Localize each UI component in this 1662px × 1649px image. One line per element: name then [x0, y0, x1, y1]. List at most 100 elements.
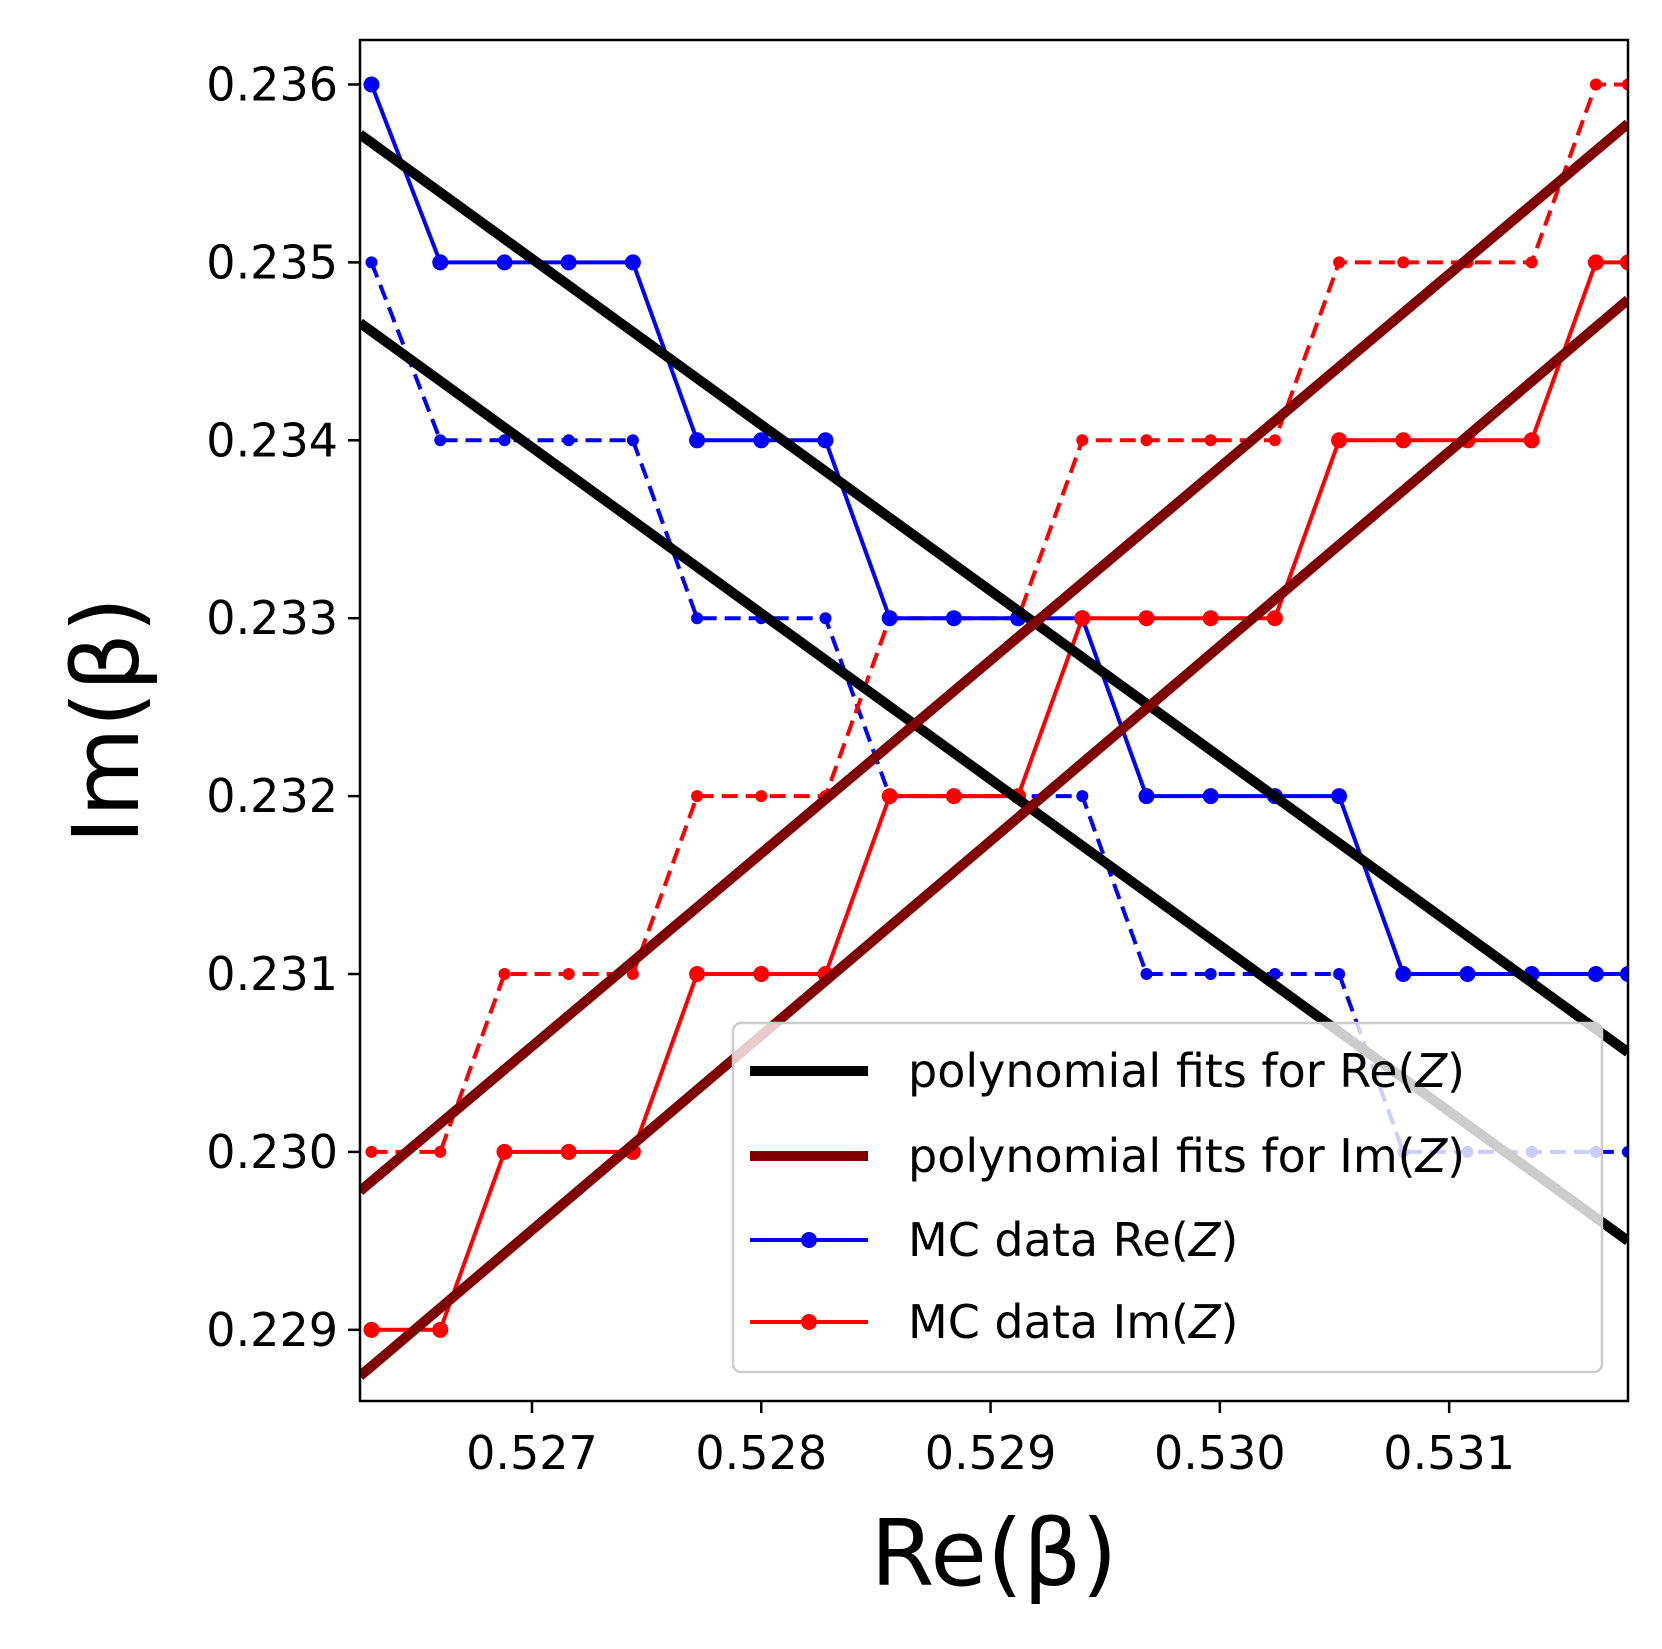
legend-item-polynomial-fits-for-re-z: polynomial fits for Re(Z) — [750, 1044, 1465, 1098]
y-tick-label: 0.230 — [206, 1125, 338, 1179]
data-point — [945, 610, 962, 627]
legend-marker — [801, 1314, 817, 1330]
data-point — [1140, 434, 1153, 447]
data-point — [1076, 790, 1089, 803]
x-tick-label: 0.529 — [925, 1426, 1057, 1480]
y-axis: 0.229 0.230 0.231 0.232 0.233 0.234 0.235 0.236 — [206, 57, 360, 1357]
data-point — [365, 1145, 378, 1158]
data-point — [562, 968, 575, 981]
data-point — [432, 1321, 449, 1338]
data-point — [1620, 966, 1628, 983]
data-point — [1076, 434, 1089, 447]
data-point — [434, 1145, 447, 1158]
data-point — [363, 76, 380, 93]
data-point — [1459, 966, 1476, 983]
series-polynomial-fits-for-im-z-second-branch — [360, 295, 1628, 1380]
data-point — [1523, 432, 1540, 449]
data-point — [1331, 432, 1348, 449]
data-point — [432, 254, 449, 271]
data-point — [689, 432, 706, 449]
data-point — [1333, 968, 1346, 981]
series-mc-data-re-z — [363, 76, 1628, 983]
y-tick-label: 0.233 — [206, 591, 338, 645]
y-tick-label: 0.232 — [206, 769, 338, 823]
data-point — [1587, 254, 1604, 271]
data-point — [365, 256, 378, 269]
data-point — [560, 254, 577, 271]
legend-marker — [801, 1232, 817, 1248]
data-point — [881, 610, 898, 627]
legend: polynomial fits for Re(Z) polynomial fits… — [731, 1021, 1604, 1374]
data-point — [1204, 968, 1217, 981]
data-point — [1622, 78, 1628, 91]
data-point — [1333, 256, 1346, 269]
data-point — [1395, 432, 1412, 449]
y-tick-label: 0.229 — [206, 1303, 338, 1357]
data-point — [498, 968, 511, 981]
data-point — [1268, 434, 1281, 447]
data-point — [626, 434, 639, 447]
x-axis-title: Re(β) — [871, 1500, 1118, 1607]
data-point — [1204, 434, 1217, 447]
data-point — [1587, 966, 1604, 983]
legend-label: MC data Re(Z) — [908, 1213, 1238, 1267]
x-tick-label: 0.531 — [1383, 1426, 1515, 1480]
data-point — [881, 788, 898, 805]
data-point — [945, 788, 962, 805]
x-tick-label: 0.528 — [695, 1426, 827, 1480]
data-point — [496, 254, 513, 271]
data-point — [755, 790, 768, 803]
data-point — [560, 1143, 577, 1160]
data-point — [1622, 1145, 1628, 1158]
data-point — [1620, 254, 1628, 271]
x-axis: 0.527 0.528 0.529 0.530 0.531 — [466, 1401, 1515, 1480]
data-point — [691, 612, 704, 625]
data-point — [562, 434, 575, 447]
data-point — [626, 968, 639, 981]
data-point — [496, 1143, 513, 1160]
x-tick-label: 0.527 — [466, 1426, 598, 1480]
data-point — [689, 966, 706, 983]
data-point — [1138, 788, 1155, 805]
data-point — [1331, 788, 1348, 805]
axes-frame — [358, 38, 1630, 1403]
data-point — [1397, 256, 1410, 269]
data-point — [1202, 788, 1219, 805]
legend-box — [731, 1021, 1604, 1374]
data-point — [1589, 78, 1602, 91]
series-polynomial-fits-for-re-z — [360, 130, 1628, 1057]
legend-label: MC data Im(Z) — [908, 1295, 1238, 1349]
data-point — [498, 434, 511, 447]
data-point — [363, 1321, 380, 1338]
y-tick-label: 0.231 — [206, 947, 338, 1001]
data-point — [624, 254, 641, 271]
legend-label: polynomial fits for Im(Z) — [908, 1129, 1465, 1183]
fit-line — [360, 130, 1628, 1057]
data-point — [1266, 610, 1283, 627]
legend-item-mc-data-re-z: MC data Re(Z) — [750, 1213, 1238, 1267]
data-point — [434, 434, 447, 447]
legend-item-mc-data-im-z: MC data Im(Z) — [750, 1295, 1238, 1349]
data-point — [1525, 256, 1538, 269]
data-line — [369, 83, 1628, 976]
data-point — [1202, 610, 1219, 627]
y-tick-label: 0.236 — [206, 57, 338, 111]
y-tick-label: 0.234 — [206, 413, 338, 467]
data-point — [1140, 968, 1153, 981]
data-point — [753, 966, 770, 983]
x-tick-label: 0.530 — [1154, 1426, 1286, 1480]
fit-line — [360, 295, 1628, 1380]
data-point — [691, 790, 704, 803]
legend-item-polynomial-fits-for-im-z: polynomial fits for Im(Z) — [750, 1129, 1465, 1183]
data-point — [1074, 610, 1091, 627]
fit-line — [360, 119, 1628, 1195]
series-polynomial-fits-for-im-z — [360, 119, 1628, 1195]
data-point — [819, 612, 832, 625]
legend-label: polynomial fits for Re(Z) — [908, 1044, 1465, 1098]
data-point — [753, 432, 770, 449]
data-point — [817, 432, 834, 449]
y-tick-label: 0.235 — [206, 235, 338, 289]
data-point — [1138, 610, 1155, 627]
data-point — [1395, 966, 1412, 983]
